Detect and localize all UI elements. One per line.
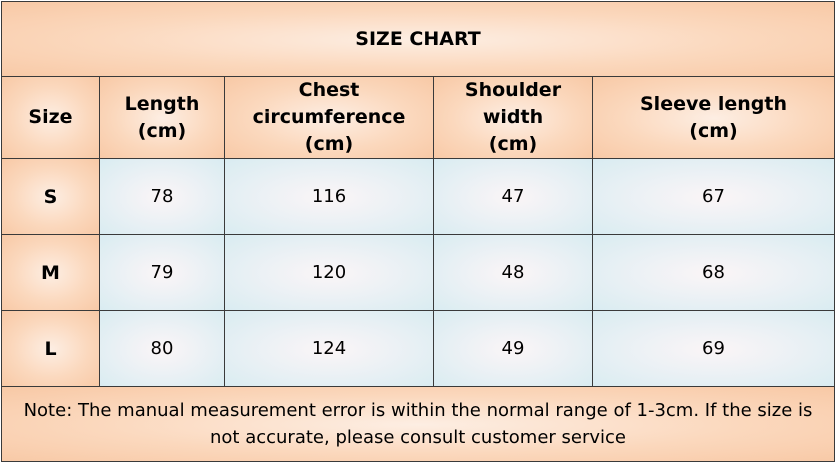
- size-label-s: S: [43, 185, 58, 208]
- chest-value: 116: [311, 186, 347, 207]
- chart-title: SIZE CHART: [355, 28, 481, 50]
- shoulder-value: 49: [501, 338, 525, 359]
- size-label-m: M: [41, 261, 60, 284]
- chart-title-cell: SIZE CHART: [0, 1, 836, 77]
- header-shoulder-label: Shoulder width: [464, 79, 562, 128]
- sleeve-value: 69: [702, 338, 725, 359]
- title-row: SIZE CHART: [0, 1, 836, 77]
- length-value: 80: [150, 338, 174, 359]
- shoulder-cell: 47: [433, 158, 593, 235]
- length-value: 78: [150, 186, 174, 207]
- size-label-l: L: [44, 337, 57, 360]
- header-sleeve-unit: (cm): [689, 119, 738, 142]
- length-value: 79: [150, 262, 174, 283]
- header-size: Size: [1, 76, 100, 159]
- header-chest: Chest circumference (cm): [224, 76, 434, 159]
- header-length: Length (cm): [99, 76, 225, 159]
- length-cell: 78: [99, 158, 225, 235]
- sleeve-cell: 67: [591, 158, 836, 235]
- shoulder-cell: 48: [433, 234, 593, 311]
- shoulder-cell: 49: [433, 310, 593, 387]
- length-cell: 80: [99, 310, 225, 387]
- header-row: Size Length (cm) Chest circumference (cm…: [1, 76, 836, 159]
- header-shoulder: Shoulder width (cm): [433, 76, 593, 159]
- size-cell: L: [1, 310, 100, 387]
- header-chest-label: Chest circumference: [252, 79, 406, 128]
- header-length-unit: (cm): [137, 119, 187, 142]
- length-cell: 79: [99, 234, 225, 311]
- sleeve-cell: 68: [591, 234, 836, 311]
- note-row: Note: The manual measurement error is wi…: [0, 386, 836, 462]
- chest-value: 120: [311, 262, 347, 283]
- shoulder-value: 48: [501, 262, 525, 283]
- sleeve-value: 68: [702, 262, 725, 283]
- header-sleeve-label: Sleeve length: [640, 92, 787, 115]
- header-chest-unit: (cm): [304, 133, 354, 155]
- shoulder-value: 47: [501, 186, 525, 207]
- header-size-label: Size: [28, 106, 73, 128]
- chest-cell: 124: [224, 310, 434, 387]
- sleeve-value: 67: [702, 186, 725, 207]
- table-row: L 80 124 49 69: [1, 310, 836, 387]
- table-row: S 78 116 47 67: [1, 158, 836, 235]
- header-length-label: Length: [124, 92, 200, 115]
- header-sleeve: Sleeve length (cm): [591, 76, 836, 159]
- sleeve-cell: 69: [591, 310, 836, 387]
- chest-value: 124: [311, 338, 347, 359]
- chest-cell: 116: [224, 158, 434, 235]
- note-cell: Note: The manual measurement error is wi…: [0, 386, 836, 462]
- measurement-note: Note: The manual measurement error is wi…: [23, 400, 813, 448]
- header-shoulder-unit: (cm): [488, 133, 538, 155]
- size-cell: M: [1, 234, 100, 311]
- size-cell: S: [1, 158, 100, 235]
- chest-cell: 120: [224, 234, 434, 311]
- table-row: M 79 120 48 68: [1, 234, 836, 311]
